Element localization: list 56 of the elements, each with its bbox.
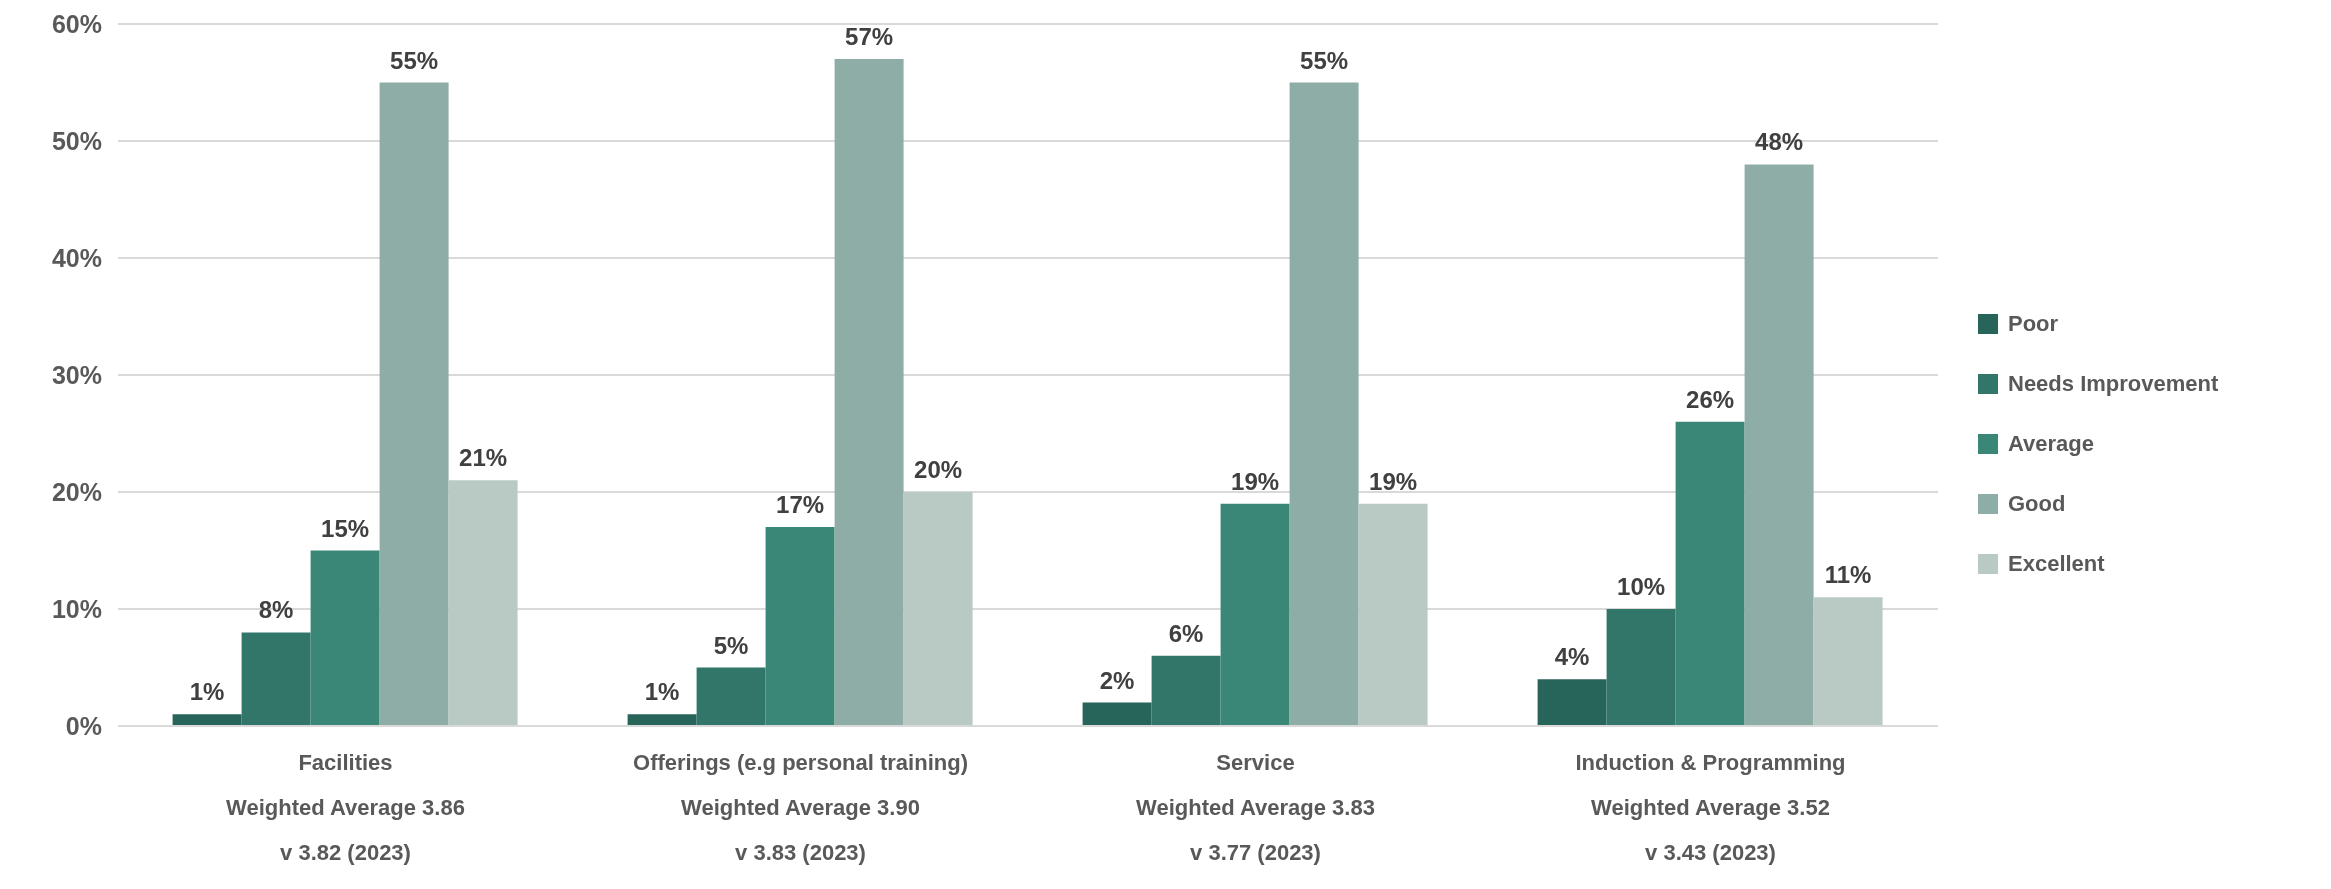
legend-label: Poor bbox=[2008, 311, 2059, 337]
y-tick-label: 60% bbox=[51, 10, 102, 38]
bar bbox=[379, 82, 449, 726]
data-label: 20% bbox=[914, 456, 963, 483]
bar bbox=[903, 492, 973, 726]
data-label: 55% bbox=[1300, 46, 1349, 74]
data-label: 19% bbox=[1231, 467, 1280, 495]
data-label: 19% bbox=[1369, 467, 1418, 495]
data-label: 26% bbox=[1686, 385, 1735, 413]
data-label: 17% bbox=[776, 491, 825, 519]
bar bbox=[448, 480, 518, 726]
data-label: 1% bbox=[189, 678, 225, 706]
data-label: 1% bbox=[644, 678, 680, 706]
x-tick-label: Facilities Weighted Average 3.86 v 3.82 (2023) bbox=[226, 750, 465, 865]
bar bbox=[1358, 503, 1428, 726]
legend-label: Needs Improvement bbox=[2008, 371, 2219, 397]
data-label: 55% bbox=[390, 46, 439, 74]
bar bbox=[172, 714, 242, 726]
y-tick-label: 50% bbox=[51, 127, 102, 155]
x-tick-label: Service Weighted Average 3.83 v 3.77 (2023) bbox=[1136, 750, 1375, 865]
bar bbox=[834, 59, 904, 726]
data-label: 2% bbox=[1099, 666, 1135, 694]
bar bbox=[1220, 503, 1290, 726]
y-tick-label: 0% bbox=[65, 712, 102, 740]
bar bbox=[241, 632, 311, 726]
data-label: 4% bbox=[1554, 643, 1590, 671]
legend-label: Good bbox=[2008, 491, 2066, 517]
y-tick-label: 40% bbox=[51, 244, 102, 272]
data-label: 8% bbox=[258, 596, 294, 624]
bar bbox=[627, 714, 697, 726]
bar bbox=[1744, 164, 1814, 726]
bar bbox=[1606, 609, 1676, 726]
bar bbox=[1082, 702, 1152, 726]
bar bbox=[1151, 655, 1221, 726]
data-label: 57% bbox=[845, 23, 894, 51]
y-tick-label: 10% bbox=[51, 595, 102, 623]
data-label: 11% bbox=[1824, 561, 1872, 589]
bar bbox=[310, 550, 380, 726]
y-tick-label: 20% bbox=[51, 478, 102, 506]
legend-label: Average bbox=[2008, 431, 2095, 457]
bar bbox=[1289, 82, 1359, 726]
data-label: 21% bbox=[459, 444, 508, 472]
data-label: 6% bbox=[1168, 619, 1204, 647]
bar bbox=[1813, 597, 1883, 726]
data-label: 48% bbox=[1755, 128, 1804, 156]
y-tick-label: 30% bbox=[51, 361, 102, 389]
x-tick-label: Offerings (e.g personal training) Weighted Average 3.90 v 3.83 (2023) bbox=[633, 750, 968, 865]
data-label: 15% bbox=[321, 514, 370, 542]
bar bbox=[1675, 421, 1745, 726]
legend-label: Excellent bbox=[2008, 551, 2105, 577]
data-label: 5% bbox=[713, 631, 749, 659]
bar bbox=[696, 667, 766, 726]
x-tick-label: Induction & Programming Weighted Average 3.52 v 3.43 (2023) bbox=[1575, 750, 1846, 865]
data-label: 10% bbox=[1617, 573, 1666, 600]
bar bbox=[1537, 679, 1607, 726]
bar bbox=[765, 527, 835, 726]
